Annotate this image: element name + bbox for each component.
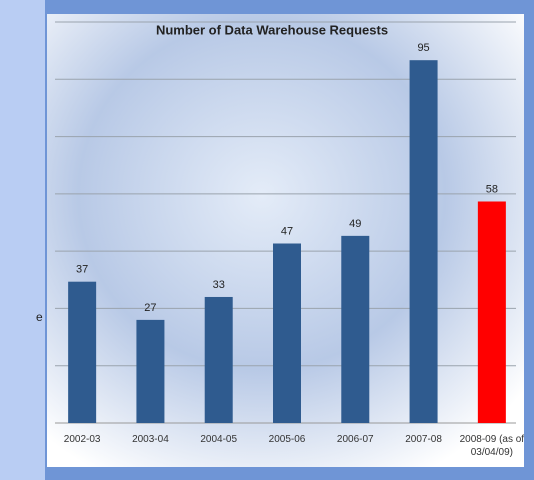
bar — [136, 320, 164, 423]
x-tick-label: 2004-05 — [186, 433, 252, 446]
value-label: 37 — [76, 264, 88, 276]
value-label: 49 — [349, 218, 361, 230]
value-label: 27 — [144, 302, 156, 314]
value-label: 58 — [486, 183, 498, 195]
x-tick-label: 2003-04 — [117, 433, 183, 446]
bar — [68, 282, 96, 423]
x-tick-label: 2008-09 (as of 03/04/09) — [459, 433, 525, 459]
chart-title: Number of Data Warehouse Requests — [156, 22, 388, 37]
bar — [478, 201, 506, 423]
bar — [341, 236, 369, 423]
screen: Number of Data Warehouse Requests 37 27 33… — [0, 0, 534, 480]
sidebar-text: e — [36, 310, 43, 324]
chart: Number of Data Warehouse Requests 37 27 33… — [0, 0, 534, 480]
x-tick-label: 2005-06 — [254, 433, 320, 446]
value-label: 47 — [281, 225, 293, 237]
value-label: 33 — [213, 279, 225, 291]
bar — [273, 244, 301, 423]
x-tick-label: 2007-08 — [391, 433, 457, 446]
bar — [410, 60, 438, 423]
value-label: 95 — [417, 42, 429, 54]
bar — [205, 297, 233, 423]
x-tick-label: 2002-03 — [49, 433, 115, 446]
x-tick-label: 2006-07 — [322, 433, 388, 446]
